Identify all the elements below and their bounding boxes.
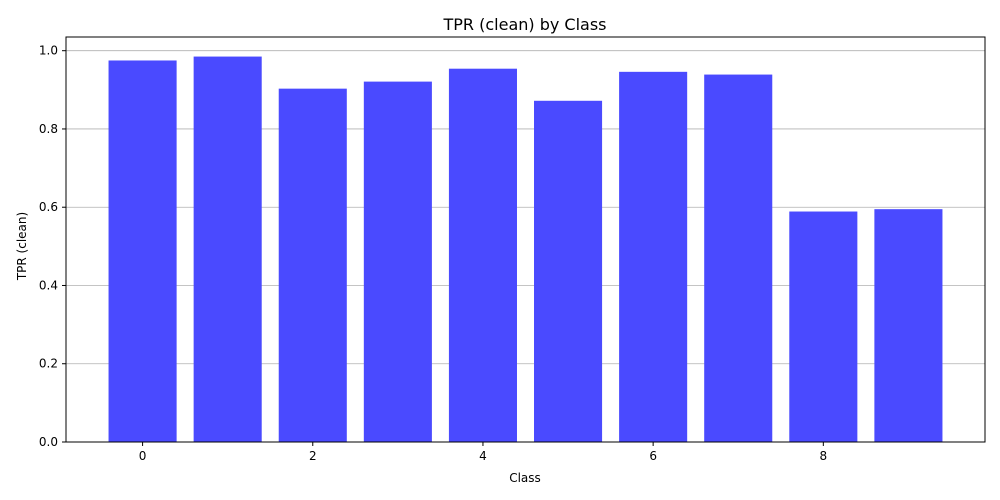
y-tick-label: 0.0: [39, 435, 58, 449]
x-tick-label: 4: [479, 449, 487, 463]
y-axis-ticks: 0.0 0.2 0.4 0.6 0.8 1.0: [39, 44, 66, 449]
bar-class-6: [619, 71, 688, 443]
bar-class-0: [108, 60, 177, 442]
y-tick-label: 0.2: [39, 357, 58, 371]
x-tick-label: 2: [309, 449, 317, 463]
bar-class-8: [789, 211, 858, 442]
y-tick-label: 0.4: [39, 278, 58, 292]
x-axis-ticks: 0 2 4 6 8: [139, 442, 827, 463]
x-tick-label: 0: [139, 449, 147, 463]
y-tick-label: 0.6: [39, 200, 58, 214]
bar-class-3: [363, 81, 432, 442]
x-tick-label: 8: [820, 449, 828, 463]
bar-class-1: [193, 56, 262, 442]
bar-class-4: [448, 68, 517, 443]
bar-class-9: [874, 209, 943, 442]
plot-frame: [65, 36, 986, 443]
y-tick-label: 1.0: [39, 44, 58, 58]
bars: [108, 56, 943, 443]
x-tick-label: 6: [649, 449, 657, 463]
y-axis-label: TPR (clean): [15, 212, 29, 281]
y-tick-label: 0.8: [39, 122, 58, 136]
bar-class-2: [278, 88, 347, 443]
x-axis-label: Class: [509, 471, 541, 485]
bar-class-7: [704, 74, 773, 442]
bar-class-5: [534, 100, 603, 443]
chart-title: TPR (clean) by Class: [442, 15, 606, 34]
